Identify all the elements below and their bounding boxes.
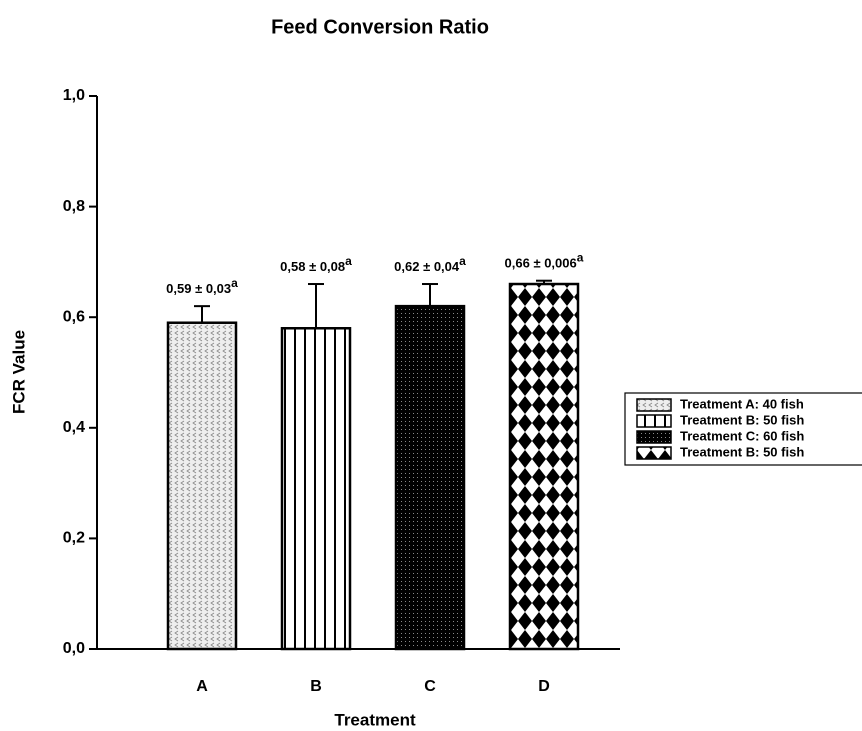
legend-swatch <box>636 430 672 444</box>
y-tick-label: 0,4 <box>63 419 85 436</box>
legend-swatch <box>636 446 672 460</box>
legend-label: Treatment A: 40 fish <box>680 396 804 411</box>
value-label-superscript: a <box>577 251 584 265</box>
chart-title: Feed Conversion Ratio <box>271 16 489 38</box>
value-label: 0,58 ± 0,08a <box>280 254 352 274</box>
y-tick-label: 0,2 <box>63 530 85 547</box>
value-label-superscript: a <box>459 254 466 268</box>
legend-label: Treatment B: 50 fish <box>680 444 804 459</box>
value-label-text: 0,62 ± 0,04 <box>394 259 460 274</box>
x-tick-label: A <box>196 678 208 695</box>
legend-swatch <box>636 414 672 428</box>
value-label-text: 0,58 ± 0,08 <box>280 259 345 274</box>
legend-label: Treatment B: 50 fish <box>680 412 804 427</box>
y-tick-label: 1,0 <box>63 87 85 104</box>
x-tick-label: D <box>538 678 550 695</box>
value-label-superscript: a <box>345 254 352 268</box>
y-axis-label: FCR Value <box>9 330 28 414</box>
value-label-text: 0,59 ± 0,03 <box>166 282 231 297</box>
x-axis-label: Treatment <box>334 710 416 729</box>
value-label-superscript: a <box>231 276 238 290</box>
legend-label: Treatment C: 60 fish <box>680 428 804 443</box>
x-tick-label: B <box>310 678 322 695</box>
value-label-text: 0,66 ± 0,006 <box>505 256 577 271</box>
value-label: 0,59 ± 0,03a <box>166 276 238 296</box>
bar <box>280 327 352 651</box>
x-tick-label: C <box>424 678 436 695</box>
y-tick-label: 0,6 <box>63 308 85 325</box>
bar <box>166 321 238 651</box>
legend-swatch <box>636 398 672 412</box>
y-tick-label: 0,8 <box>63 198 85 215</box>
bar <box>508 282 580 651</box>
value-label: 0,66 ± 0,006a <box>505 251 584 271</box>
y-tick-label: 0,0 <box>63 640 85 657</box>
bar <box>394 304 466 651</box>
value-label: 0,62 ± 0,04a <box>394 254 466 274</box>
